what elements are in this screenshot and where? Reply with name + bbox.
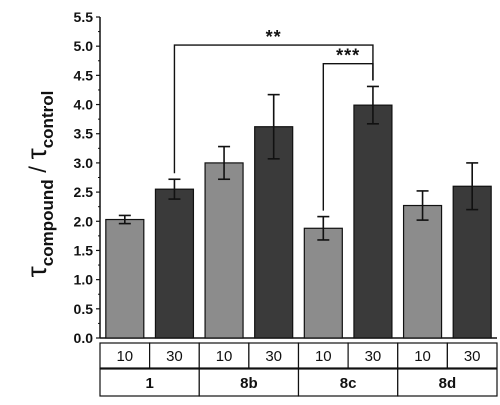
y-tick-label: 5.0 [74,38,94,54]
y-axis-label-denominator: control [38,91,57,149]
y-tick-label: 4.0 [74,97,94,113]
significance-label: *** [336,46,360,66]
sub-category-cell [446,342,498,369]
significance-label: ** [266,27,282,47]
bar-8c-10 [303,227,343,339]
y-tick-label: 3.5 [74,126,94,142]
sub-category-cell [198,342,250,369]
sub-category-cell [397,342,448,369]
y-tick-label: 5.5 [74,9,94,25]
group-cell [198,368,300,397]
x-tick-label: 30 [365,348,382,365]
y-tick-label: 0.5 [74,301,94,317]
group-cell [297,368,399,397]
y-axis-label-separator: / [25,159,52,179]
group-cell [397,368,498,397]
y-tick-label: 1.0 [74,272,94,288]
y-tick-label: 1.5 [74,242,94,258]
significance-bracket [173,44,374,174]
sub-category-cell [347,342,399,369]
x-tick-label: 30 [464,348,481,365]
plot-area: 0.00.51.01.52.02.53.03.54.04.55.05.5****… [74,9,498,397]
group-label: 8d [439,375,457,392]
y-tick-label: 2.5 [74,184,94,200]
bar-1-10 [105,218,145,339]
bar-8c-30 [353,104,393,339]
group-cell [99,368,200,397]
y-tick-label: 3.0 [74,155,94,171]
sub-category-cell [297,342,349,369]
sub-category-cell [149,342,200,369]
x-tick-label: 10 [116,348,133,365]
y-tick-label: 2.0 [74,213,94,229]
y-axis-label-symbol-2: τ [21,148,52,159]
group-label: 8b [240,375,258,392]
x-tick-label: 10 [414,348,431,365]
group-label: 1 [145,375,153,392]
x-tick-label: 30 [166,348,183,365]
y-axis-label-symbol: τ [21,266,52,277]
bar-8d-30 [452,185,492,339]
x-tick-label: 30 [265,348,282,365]
y-tick-label: 4.5 [74,67,94,83]
bar-1-30 [154,188,195,339]
x-tick-label: 10 [315,348,332,365]
sub-category-cell [248,342,300,369]
y-axis-label: τcompound / τcontrol [21,91,57,278]
bar-8b-10 [204,162,244,339]
y-axis-label-numerator: compound [38,179,57,266]
group-label: 8c [340,375,357,392]
x-tick-label: 10 [216,348,233,365]
y-tick-label: 0.0 [74,330,94,346]
significance-bracket [322,62,374,211]
bar-8d-10 [402,204,443,339]
